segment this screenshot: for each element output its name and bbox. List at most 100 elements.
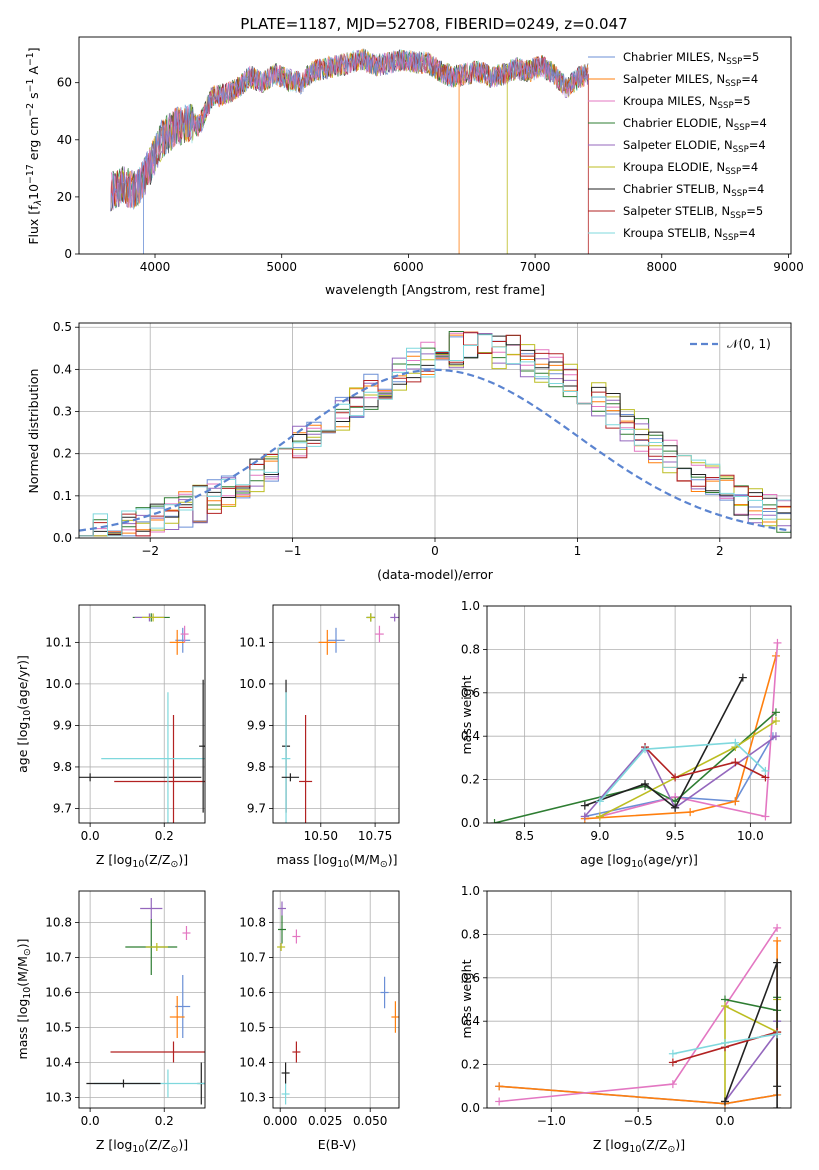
label-part: (Z/Z bbox=[144, 1137, 170, 1152]
x-tick-label: 1 bbox=[574, 544, 582, 558]
label-part: Chabrier STELIB, N bbox=[623, 182, 731, 196]
series-line bbox=[584, 735, 777, 818]
point-6 bbox=[79, 773, 202, 782]
point-5 bbox=[142, 613, 165, 622]
y-tick-label: 9.9 bbox=[53, 718, 72, 732]
label-part: mass weight bbox=[459, 959, 474, 1038]
plot-area bbox=[79, 331, 791, 537]
x-axis-label: (data-model)/error bbox=[377, 567, 494, 582]
y-tick-label: 10.5 bbox=[239, 1021, 266, 1035]
y-tick-label: 0.2 bbox=[461, 773, 480, 787]
label-part: −17 bbox=[25, 164, 36, 184]
x-tick-label: 0.000 bbox=[263, 1114, 297, 1128]
y-tick-label: 0.1 bbox=[53, 489, 72, 503]
label-part: (age/yr)] bbox=[643, 852, 698, 867]
label-part: Z [log bbox=[593, 1137, 629, 1152]
legend-label-4: Salpeter ELODIE, NSSP=4 bbox=[623, 138, 766, 155]
series-line bbox=[724, 962, 778, 1108]
panel-mass_vs_ebv: 0.000 0.025 0.050 10.3 10.4 10.5 10.6 10.7 10.8 E… bbox=[239, 890, 400, 1152]
x-tick-label: 0.025 bbox=[308, 1114, 342, 1128]
x-tick-label: 0.0 bbox=[81, 1114, 100, 1128]
legend-label-5: Kroupa ELODIE, NSSP=4 bbox=[623, 160, 758, 177]
label-part: SSP bbox=[730, 211, 746, 221]
label-part: )] bbox=[388, 852, 398, 867]
y-tick-label: 1.0 bbox=[461, 599, 480, 613]
label-part: ⊙ bbox=[171, 859, 179, 870]
label-part: SSP bbox=[733, 145, 749, 155]
axes-frame: 0.000 0.025 0.050 10.3 10.4 10.5 10.6 10.7 10.8 bbox=[239, 890, 400, 1128]
panels: 4000 5000 6000 7000 8000 90000204060wavelengt… bbox=[15, 36, 804, 1155]
label-part: SSP bbox=[725, 167, 741, 177]
spectrum-line-0 bbox=[110, 50, 589, 212]
x-tick-label: −0.5 bbox=[624, 1114, 653, 1128]
label-part: SSP bbox=[731, 189, 747, 199]
x-axis-label: Z [log10(Z/Z⊙)] bbox=[96, 852, 188, 870]
label-part: Salpeter STELIB, N bbox=[623, 204, 730, 218]
label-part: Flux [f bbox=[26, 205, 41, 245]
label-part: 10 bbox=[631, 859, 643, 870]
label-part: (0, 1) bbox=[739, 337, 771, 351]
axes-border bbox=[78, 604, 206, 824]
x-tick-label: 2 bbox=[716, 544, 724, 558]
axes-border bbox=[272, 604, 400, 824]
series-2 bbox=[495, 923, 782, 1106]
label-part: mass [log bbox=[15, 999, 30, 1060]
y-tick-label: 0.2 bbox=[53, 447, 72, 461]
panel-age_vs_Z: 0.0 0.29.79.89.910.010.1Z [log10(Z/Z⊙)]ag… bbox=[15, 604, 206, 870]
label-part: mass [log bbox=[277, 852, 338, 867]
legend: 𝒩(0, 1) bbox=[690, 337, 771, 351]
label-part: (Z/Z bbox=[144, 852, 170, 867]
y-tick-label: 40 bbox=[57, 133, 72, 147]
y-tick-label: 9.8 bbox=[53, 760, 72, 774]
label-part: =5 bbox=[742, 50, 759, 64]
point-1 bbox=[169, 629, 185, 655]
y-tick-label: 9.9 bbox=[247, 718, 266, 732]
axes-frame: 8.5 9.0 9.5 10.0 0.0 0.2 0.4 0.6 0.8 1.0 bbox=[461, 599, 792, 843]
figure-title: PLATE=1187, MJD=52708, FIBERID=0249, z=0… bbox=[240, 15, 627, 33]
label-part: 𝒩 bbox=[727, 337, 741, 351]
y-tick-label: 10.6 bbox=[45, 986, 72, 1000]
y-tick-label: 0.8 bbox=[461, 927, 480, 941]
y-tick-label: 0.2 bbox=[461, 1058, 480, 1072]
label-part: wavelength [Angstrom, rest frame] bbox=[325, 282, 545, 297]
plot-area bbox=[277, 901, 399, 1105]
series-6 bbox=[580, 673, 747, 812]
legend-label-1: Salpeter MILES, NSSP=4 bbox=[623, 72, 758, 89]
label-part: =4 bbox=[741, 160, 758, 174]
axes-border bbox=[272, 890, 400, 1109]
label-part: 10 bbox=[629, 1144, 641, 1155]
label-part: (M/M bbox=[15, 956, 30, 987]
label-part: SSP bbox=[725, 79, 741, 89]
label-part: 10 bbox=[22, 987, 33, 999]
plot-area bbox=[490, 638, 782, 823]
point-0 bbox=[175, 627, 191, 653]
y-tick-label: 10.4 bbox=[45, 1056, 72, 1070]
label-part: =5 bbox=[746, 204, 763, 218]
label-part: ⊙ bbox=[668, 1144, 676, 1155]
x-tick-label: 10.75 bbox=[358, 829, 392, 843]
y-axis-label: mass [log10(M/M⊙)] bbox=[15, 939, 33, 1060]
y-tick-label: 60 bbox=[57, 76, 72, 90]
y-tick-label: 20 bbox=[57, 190, 72, 204]
label-part: age [log bbox=[580, 852, 631, 867]
label-part: SSP bbox=[723, 233, 739, 243]
label-part: 10 bbox=[132, 859, 144, 870]
y-tick-label: 10.0 bbox=[45, 677, 72, 691]
normal-reference-curve bbox=[79, 368, 791, 532]
label-part: 10 bbox=[22, 710, 33, 722]
point-2 bbox=[180, 625, 189, 643]
label-part: 10 bbox=[337, 859, 349, 870]
y-tick-label: 10.8 bbox=[45, 916, 72, 930]
panel-age_vs_mass: 10.50 10.75 9.7 9.8 9.9 10.0 10.1 mass [log10(M… bbox=[239, 604, 400, 870]
label-part: ] bbox=[26, 47, 41, 52]
label-part: Kroupa MILES, N bbox=[623, 94, 718, 108]
legend-label-0: Chabrier MILES, NSSP=5 bbox=[623, 50, 759, 67]
y-tick-label: 10.3 bbox=[45, 1091, 72, 1105]
series-line bbox=[724, 997, 778, 1012]
label-part: Chabrier ELODIE, N bbox=[623, 116, 734, 130]
y-tick-label: 1.0 bbox=[461, 884, 480, 898]
x-tick-label: 10.50 bbox=[304, 829, 338, 843]
label-part: −1 bbox=[25, 79, 36, 93]
label-part: Z [log bbox=[96, 852, 132, 867]
panel-spectrum: 4000 5000 6000 7000 8000 9000 0 20 40 60 wavelengt… bbox=[25, 36, 804, 297]
